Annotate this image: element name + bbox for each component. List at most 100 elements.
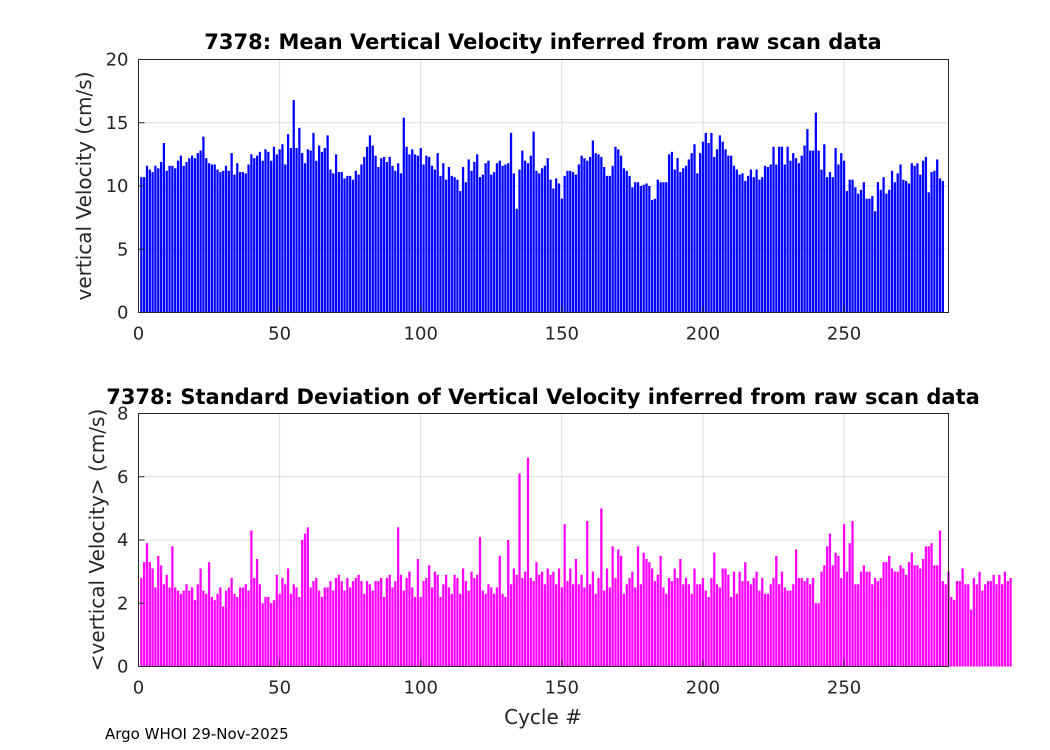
bar <box>326 135 329 313</box>
bar <box>741 581 744 667</box>
bar <box>761 577 764 667</box>
bar <box>360 581 363 667</box>
bar <box>625 170 628 313</box>
bar <box>817 603 820 667</box>
bar <box>419 148 422 313</box>
bar <box>422 581 425 667</box>
bar <box>842 160 846 313</box>
bar <box>529 155 532 313</box>
x-tick-label: 50 <box>268 678 291 699</box>
bar <box>332 590 335 667</box>
x-tick-label: 150 <box>545 678 579 699</box>
bar <box>334 154 338 313</box>
x-axis-label: Cycle # <box>504 705 582 729</box>
bar <box>800 155 803 313</box>
bar <box>936 159 939 313</box>
bar <box>193 158 197 313</box>
bar <box>205 158 208 313</box>
bar <box>594 153 597 313</box>
bar <box>921 558 925 667</box>
bar <box>859 571 863 667</box>
bar <box>253 577 256 667</box>
bar <box>219 587 222 667</box>
bar <box>270 603 273 667</box>
bar <box>337 574 341 667</box>
bar <box>848 179 851 313</box>
bar <box>634 587 637 667</box>
bar <box>473 161 476 313</box>
bar <box>453 177 456 313</box>
bar <box>746 175 750 313</box>
bar <box>168 165 171 313</box>
bar <box>349 587 352 667</box>
bar <box>738 174 741 313</box>
bar <box>763 165 767 313</box>
bar <box>529 577 532 667</box>
bar <box>286 568 290 667</box>
bar <box>374 581 377 667</box>
bar <box>351 581 355 667</box>
bar <box>667 154 671 313</box>
bar <box>332 173 335 313</box>
bar <box>543 584 547 667</box>
bar <box>402 117 405 313</box>
bar <box>560 198 563 313</box>
bar <box>1006 581 1009 667</box>
bar <box>642 184 645 313</box>
bar <box>546 568 549 667</box>
bar <box>597 577 600 667</box>
bar <box>890 170 894 313</box>
bar <box>236 163 239 313</box>
bar <box>371 145 374 313</box>
bar <box>281 577 284 667</box>
bar <box>346 577 349 667</box>
bar <box>659 182 662 313</box>
bar <box>320 596 324 667</box>
bar <box>885 562 888 667</box>
bar <box>492 172 496 313</box>
bar <box>938 530 942 667</box>
bar <box>919 174 922 313</box>
bar <box>574 558 578 667</box>
bar <box>566 581 569 667</box>
bar <box>563 524 566 667</box>
bar <box>399 574 403 667</box>
bar <box>857 193 860 313</box>
bar <box>871 196 874 313</box>
y-ticks: 0 2 4 6 8 <box>117 404 145 678</box>
bar <box>241 172 245 313</box>
bar <box>826 177 829 313</box>
bar <box>377 581 380 667</box>
bar <box>577 584 580 667</box>
bar <box>730 596 733 667</box>
bar <box>165 170 168 313</box>
bar <box>806 129 809 313</box>
x-ticks: 0 50 100 150 200 250 <box>133 660 861 699</box>
bar <box>498 555 501 667</box>
x-tick-label: 100 <box>404 678 438 699</box>
bar <box>645 183 648 313</box>
bar <box>905 180 908 313</box>
bar <box>521 150 524 313</box>
bar <box>699 153 702 313</box>
bar <box>377 167 380 313</box>
bar <box>631 571 634 667</box>
y-tick-label: 0 <box>117 657 128 678</box>
bar <box>893 182 897 313</box>
bar <box>185 161 188 313</box>
bar <box>879 577 882 667</box>
bar <box>521 577 524 667</box>
bar <box>552 571 555 667</box>
bar <box>628 577 631 667</box>
bar <box>910 552 913 667</box>
bar <box>1000 584 1004 667</box>
y-tick-label: 2 <box>117 593 128 614</box>
bar <box>360 164 363 313</box>
bar <box>151 172 154 313</box>
bar <box>608 587 611 667</box>
bar <box>264 149 267 313</box>
bar <box>896 571 899 667</box>
bar <box>549 179 552 313</box>
bar <box>899 565 902 667</box>
bar <box>789 590 792 667</box>
